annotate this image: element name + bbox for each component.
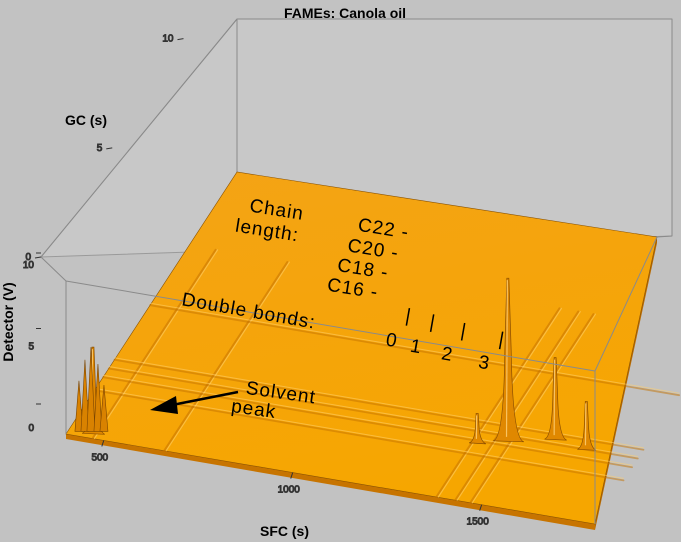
z-tick-label: 5	[28, 342, 34, 353]
bond-count-1: 1	[409, 336, 424, 359]
y-tick-label: 5	[97, 143, 103, 154]
z-tick-label: 0	[28, 423, 34, 434]
surface-right-face	[595, 237, 657, 530]
peak-4	[577, 401, 597, 451]
ridge-line	[454, 310, 580, 502]
y-tick-mark	[34, 256, 42, 259]
ridge-highlight	[165, 261, 290, 452]
ridge-line	[91, 248, 217, 440]
peak-highlight-2	[505, 280, 508, 437]
bond-mark-0: |	[404, 305, 413, 327]
ridge-line	[469, 313, 595, 504]
x-axis-label: SFC (s)	[260, 523, 309, 539]
bond-count-3: 3	[477, 352, 492, 375]
ridge-highlight	[149, 302, 680, 394]
x-tick-mark	[479, 504, 483, 511]
solvent-lobe-2	[86, 347, 96, 432]
peak-3	[544, 357, 567, 441]
ridge-highlight	[93, 249, 219, 440]
bounding-box-front	[40, 235, 673, 524]
chart-title: FAMEs: Canola oil	[284, 5, 406, 21]
ridge-highlight	[471, 313, 597, 504]
solvent-lobe-3	[93, 363, 103, 432]
y-tick-label: 0	[25, 252, 31, 263]
ridge-line	[163, 261, 289, 452]
peak-1	[468, 412, 487, 445]
z-axis-label: Detector (V)	[0, 282, 16, 361]
x-tick-label: 500	[91, 452, 108, 463]
x-tick-mark	[290, 472, 294, 479]
y-tick-label: 10	[162, 34, 174, 45]
ridge-highlight	[102, 374, 633, 466]
surface-front-face	[66, 434, 595, 530]
y-tick-mark	[177, 38, 184, 41]
z-tick-label: 10	[23, 260, 35, 271]
ridge-line	[435, 307, 561, 498]
ridge-line	[107, 367, 639, 460]
y-axis-label: GC (s)	[65, 112, 107, 128]
ridge-line	[93, 389, 625, 482]
solvent-lobe-0	[74, 380, 84, 432]
bond-mark-3: |	[497, 329, 506, 351]
y-tick-mark	[106, 147, 113, 150]
surface-ridges	[91, 248, 680, 504]
peaks	[74, 277, 597, 451]
bond-count-0: 0	[384, 329, 399, 352]
x-tick-label: 1000	[278, 485, 301, 496]
ridge-highlight	[437, 307, 563, 498]
peak-2	[493, 277, 525, 443]
solvent-arrow	[150, 390, 239, 414]
ridge-highlight	[456, 310, 581, 501]
bond-mark-2: |	[459, 320, 468, 342]
solvent-lobe-1	[80, 359, 90, 432]
x-tick-mark	[101, 440, 105, 447]
ridge-line	[149, 304, 680, 397]
bond-mark-1: |	[428, 312, 437, 334]
ridge-highlight	[108, 366, 639, 457]
x-tick-label: 1500	[467, 517, 490, 528]
solvent-lobe-4	[99, 384, 109, 432]
ridge-line	[102, 376, 633, 469]
bond-count-2: 2	[440, 343, 455, 366]
